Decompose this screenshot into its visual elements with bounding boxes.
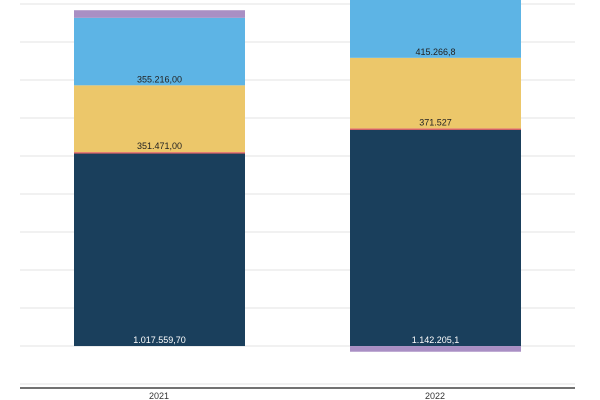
bar-segment-2021-1 xyxy=(74,152,245,154)
bar-segment-2022-2 xyxy=(350,57,521,129)
bar-segment-2021-2 xyxy=(74,85,245,153)
bar-segment-2021-4 xyxy=(74,10,245,18)
data-label-2022-2: 371.527 xyxy=(419,117,452,127)
x-tick-label-2022: 2022 xyxy=(425,391,445,400)
bar-segment-2022-4 xyxy=(350,346,521,352)
data-label-2022-0: 1.142.205,1 xyxy=(412,335,460,345)
data-labels: 1.017.559,70 351.471,00 355.216,00 1.142.20… xyxy=(133,47,459,345)
bar-segment-2021-3 xyxy=(74,17,245,86)
bar-segment-2021-0 xyxy=(74,152,245,347)
bar-segment-2022-1 xyxy=(350,128,521,130)
bars xyxy=(74,0,521,352)
bar-segment-2022-3 xyxy=(350,0,521,58)
data-label-2021-3: 355.216,00 xyxy=(137,74,182,84)
data-label-2022-3: 415.266,8 xyxy=(415,47,455,57)
x-tick-label-2021: 2021 xyxy=(149,391,169,400)
bar-segment-2022-0 xyxy=(350,128,521,347)
data-label-2021-2: 351.471,00 xyxy=(137,141,182,151)
data-label-2021-0: 1.017.559,70 xyxy=(133,335,186,345)
